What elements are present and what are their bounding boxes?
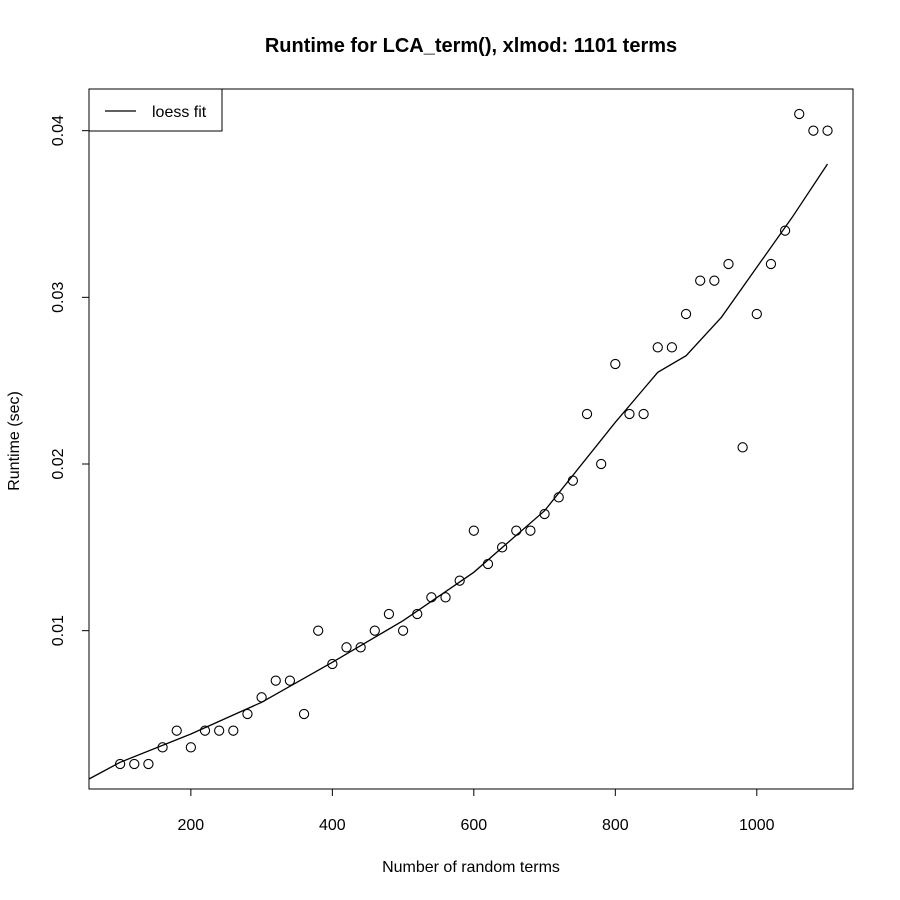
data-point <box>313 625 324 636</box>
data-point <box>114 758 126 770</box>
x-axis: 200 400 600 800 1000 <box>178 789 775 834</box>
data-point <box>355 642 366 653</box>
data-point <box>666 342 678 353</box>
data-point <box>157 742 168 753</box>
data-point <box>539 508 550 520</box>
data-point <box>256 692 267 703</box>
data-point <box>779 225 791 236</box>
data-point <box>581 408 593 420</box>
data-point <box>369 625 380 636</box>
data-point <box>426 592 437 603</box>
data-point <box>794 108 805 120</box>
data-point <box>680 308 692 320</box>
data-point <box>765 258 777 270</box>
plot-frame <box>88 88 854 790</box>
data-point <box>397 625 409 636</box>
data-point <box>624 408 635 420</box>
data-point <box>525 525 536 536</box>
data-point <box>808 125 819 136</box>
data-point <box>171 725 182 736</box>
x-tick-label: 200 <box>178 817 205 834</box>
data-point <box>511 525 522 536</box>
y-axis: 0.01 0.02 0.03 0.04 <box>50 115 89 646</box>
data-point <box>454 575 465 586</box>
data-point <box>596 458 607 470</box>
data-point <box>751 308 762 320</box>
x-tick-label: 400 <box>319 817 346 834</box>
data-point <box>610 358 621 370</box>
data-point <box>129 758 140 770</box>
chart-title: Runtime for LCA_term(), xlmod: 1101 term… <box>265 35 677 57</box>
y-tick-label: 0.02 <box>50 448 67 479</box>
data-point <box>185 742 197 753</box>
data-point <box>412 608 423 620</box>
y-tick-label: 0.01 <box>50 615 67 646</box>
data-point <box>737 442 748 453</box>
y-axis-label: Runtime (sec) <box>6 391 23 491</box>
data-point <box>143 758 154 770</box>
x-axis-label: Number of random terms <box>382 859 560 876</box>
x-tick-label: 800 <box>602 817 629 834</box>
data-point <box>284 675 296 686</box>
data-point <box>553 492 564 503</box>
data-point <box>214 725 225 736</box>
legend: loess fit <box>88 88 223 132</box>
x-tick-label: 1000 <box>739 817 775 834</box>
data-point <box>567 475 579 486</box>
data-point <box>242 708 253 720</box>
data-point <box>496 542 508 553</box>
data-point <box>482 558 494 570</box>
data-point <box>228 725 239 736</box>
data-point <box>341 642 352 653</box>
x-tick-label: 600 <box>460 817 487 834</box>
data-point <box>652 342 663 353</box>
data-point <box>199 725 211 736</box>
data-point <box>709 275 720 286</box>
data-point <box>723 258 734 270</box>
data-point <box>440 592 451 603</box>
legend-label: loess fit <box>152 104 207 121</box>
legend-box <box>88 88 223 132</box>
data-point <box>383 608 395 620</box>
data-point <box>695 275 706 286</box>
data-point <box>468 525 479 536</box>
fit-layer <box>88 163 829 780</box>
data-point <box>638 408 649 420</box>
loess-fit-line <box>88 163 829 780</box>
y-tick-label: 0.04 <box>50 115 67 146</box>
data-point <box>822 125 833 136</box>
points-layer <box>114 108 833 770</box>
data-point <box>298 708 310 720</box>
data-point <box>327 658 338 670</box>
y-tick-label: 0.03 <box>50 282 67 313</box>
data-point <box>270 675 281 686</box>
